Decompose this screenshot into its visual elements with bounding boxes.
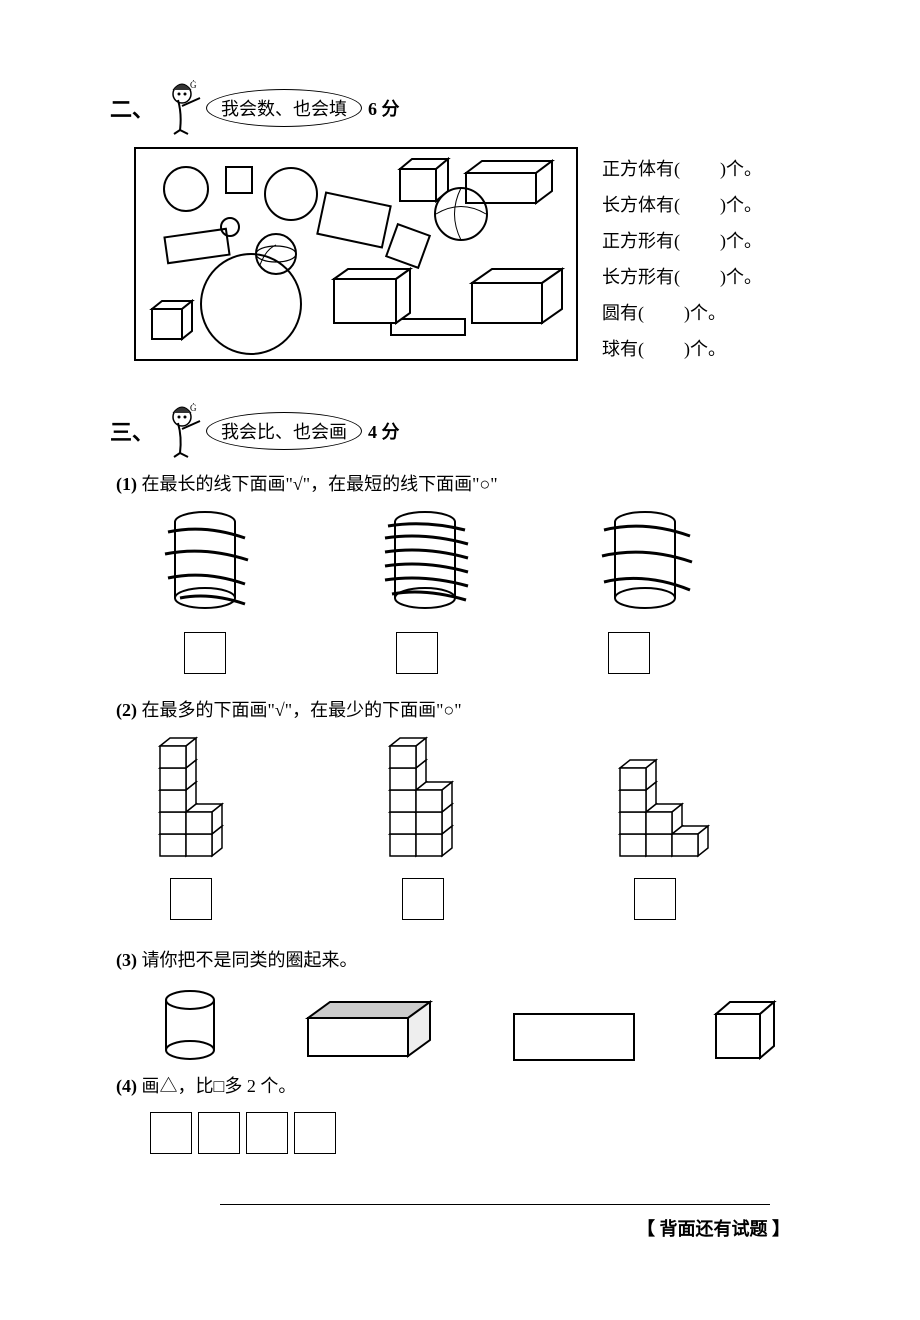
cylinder-string-icon xyxy=(590,504,700,614)
answer-box[interactable] xyxy=(396,632,438,674)
answer-box[interactable] xyxy=(402,878,444,920)
section-3-number: 三、 xyxy=(110,415,154,447)
fill-blank-list: 正方体有()个。 长方体有()个。 正方形有()个。 长方形有()个。 圆有()… xyxy=(602,151,762,367)
q4-figures xyxy=(150,1112,830,1154)
footer-divider xyxy=(220,1204,770,1205)
section-2-body: 正方体有()个。 长方体有()个。 正方形有()个。 长方形有()个。 圆有()… xyxy=(110,147,830,367)
fill-label-pre: 长方体有( xyxy=(602,195,680,215)
square-icon xyxy=(246,1112,288,1154)
mascot-icon: Ġ xyxy=(160,80,210,135)
fill-label-pre: 球有( xyxy=(602,339,644,359)
svg-text:Ġ: Ġ xyxy=(190,403,197,413)
q3-figures xyxy=(150,986,830,1066)
question-3: (3) 请你把不是同类的圈起来。 xyxy=(116,946,830,972)
rectangle-icon xyxy=(510,1006,640,1066)
fill-label-post: )个。 xyxy=(720,195,762,215)
fill-label-post: )个。 xyxy=(684,339,726,359)
cube-stack-icon xyxy=(610,730,730,860)
q1-text: 在最长的线下面画"√"，在最短的线下面画"○" xyxy=(142,474,498,494)
fill-label-post: )个。 xyxy=(720,159,762,179)
svg-text:Ġ: Ġ xyxy=(190,80,197,90)
section-3-header: 三、 Ġ 我会比、也会画 4 分 xyxy=(110,403,830,458)
fill-row: 长方形有( )个。 xyxy=(602,259,762,295)
fill-label-pre: 长方形有( xyxy=(602,267,680,287)
q1-answer-boxes xyxy=(184,632,830,674)
fill-label-pre: 圆有( xyxy=(602,303,644,323)
answer-box[interactable] xyxy=(170,878,212,920)
fill-label-post: )个。 xyxy=(720,231,762,251)
mascot-icon: Ġ xyxy=(160,403,210,458)
cylinder-string-icon xyxy=(370,504,480,614)
fill-row: 正方形有( )个。 xyxy=(602,223,762,259)
fill-row: 正方体有( )个。 xyxy=(602,151,762,187)
q2-label: (2) xyxy=(116,700,137,720)
q4-label: (4) xyxy=(116,1076,137,1096)
worksheet-page: 二、 Ġ 我会数、也会填 6 分 xyxy=(0,0,920,1320)
footer-note: 【 背面还有试题 】 xyxy=(110,1215,790,1241)
answer-box[interactable] xyxy=(184,632,226,674)
cylinder-string-icon xyxy=(150,504,260,614)
q2-figures xyxy=(150,730,830,860)
shape-counting-frame xyxy=(134,147,578,361)
fill-label-pre: 正方体有( xyxy=(602,159,680,179)
section-2-bubble: 我会数、也会填 xyxy=(206,89,362,127)
fill-row: 球有( )个。 xyxy=(602,331,762,367)
q4-text: 画△，比□多 2 个。 xyxy=(142,1076,297,1096)
q3-text: 请你把不是同类的圈起来。 xyxy=(142,950,358,970)
cube-stack-icon xyxy=(380,730,490,860)
fill-label-post: )个。 xyxy=(684,303,726,323)
fill-row: 长方体有( )个。 xyxy=(602,187,762,223)
cube-icon xyxy=(710,996,780,1066)
q2-answer-boxes xyxy=(170,878,830,920)
question-2: (2) 在最多的下面画"√"，在最少的下面画"○" xyxy=(116,696,830,722)
q1-figures xyxy=(150,504,830,614)
cube-stack-icon xyxy=(150,730,260,860)
q2-text: 在最多的下面画"√"，在最少的下面画"○" xyxy=(142,700,462,720)
square-icon xyxy=(150,1112,192,1154)
fill-label-pre: 正方形有( xyxy=(602,231,680,251)
cuboid-icon xyxy=(300,996,440,1066)
section-3-points: 4 分 xyxy=(368,418,400,444)
q3-label: (3) xyxy=(116,950,137,970)
section-2-header: 二、 Ġ 我会数、也会填 6 分 xyxy=(110,80,830,135)
question-1: (1) 在最长的线下面画"√"，在最短的线下面画"○" xyxy=(116,470,830,496)
cylinder-icon xyxy=(150,986,230,1066)
q1-label: (1) xyxy=(116,474,137,494)
fill-label-post: )个。 xyxy=(720,267,762,287)
section-3-bubble: 我会比、也会画 xyxy=(206,412,362,450)
answer-box[interactable] xyxy=(608,632,650,674)
square-icon xyxy=(198,1112,240,1154)
question-4: (4) 画△，比□多 2 个。 xyxy=(116,1072,830,1098)
fill-row: 圆有( )个。 xyxy=(602,295,762,331)
section-2-points: 6 分 xyxy=(368,95,400,121)
section-2-number: 二、 xyxy=(110,92,154,124)
answer-box[interactable] xyxy=(634,878,676,920)
square-icon xyxy=(294,1112,336,1154)
